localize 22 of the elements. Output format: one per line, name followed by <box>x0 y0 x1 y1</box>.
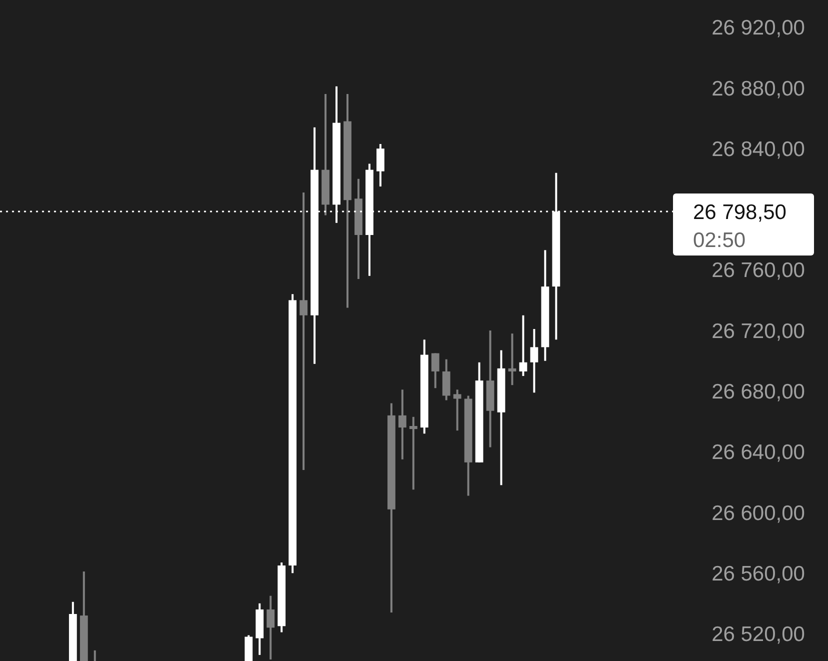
candlestick <box>300 192 308 471</box>
candlestick <box>431 352 440 390</box>
y-tick-label: 26 640,00 <box>712 441 805 464</box>
y-tick-label: 26 840,00 <box>712 138 805 161</box>
y-tick-label: 26 520,00 <box>712 623 805 646</box>
candlestick <box>398 388 406 460</box>
y-tick-label: 26 600,00 <box>712 502 805 525</box>
candlestick <box>530 328 538 394</box>
y-tick-label: 26 680,00 <box>712 380 805 404</box>
text: 02:50 <box>693 228 746 252</box>
candlestick <box>453 388 462 432</box>
candlestick <box>266 594 275 660</box>
y-tick-label: 26 920,00 <box>712 16 805 40</box>
candlestick <box>409 416 418 491</box>
candlestick <box>376 143 384 188</box>
y-tick-label: 26 880,00 <box>712 77 805 100</box>
candlestick <box>519 314 528 377</box>
ref-line-label: 26 798,50 <box>693 200 786 224</box>
y-tick-label: 26 560,00 <box>712 562 805 586</box>
y-tick-label: 26 720,00 <box>712 320 805 343</box>
y-tick-label: 26 760,00 <box>712 259 805 282</box>
candlestick <box>508 332 516 386</box>
